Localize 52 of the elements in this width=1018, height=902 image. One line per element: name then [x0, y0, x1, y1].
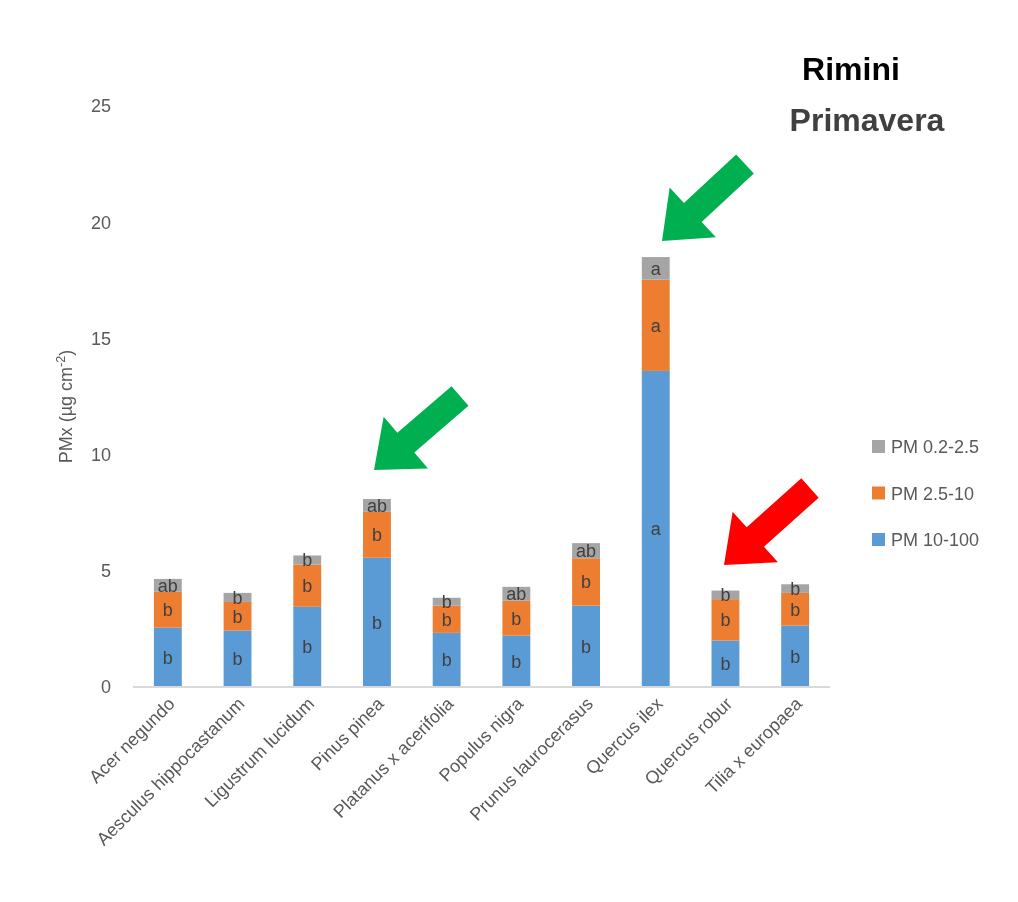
data-label: b	[371, 525, 382, 546]
data-label: b	[302, 637, 313, 658]
bar	[363, 511, 391, 558]
bar	[153, 627, 182, 687]
data-label: b	[162, 600, 173, 621]
data-label: b	[720, 654, 731, 675]
bar	[641, 257, 670, 280]
data-label: ab	[506, 584, 527, 605]
data-label: a	[650, 258, 662, 279]
data-label: b	[371, 612, 382, 633]
data-label: ab	[576, 541, 597, 561]
data-label: a	[650, 519, 662, 540]
data-label: ab	[157, 575, 178, 596]
data-label: b	[232, 606, 243, 627]
data-label: b	[581, 572, 592, 593]
legend-label: PM 10-100	[891, 530, 980, 551]
bar	[502, 635, 531, 687]
y-tick-label: 0	[100, 677, 111, 698]
chart-title: Rimini	[802, 51, 900, 87]
chart-subtitle: Primavera	[789, 102, 945, 138]
bar	[711, 599, 740, 641]
bar	[432, 632, 461, 687]
data-label: b	[790, 646, 801, 667]
data-label: b	[232, 649, 243, 670]
y-tick-label: 20	[90, 212, 111, 233]
bar	[153, 591, 182, 628]
bar	[781, 625, 810, 687]
data-label: b	[511, 651, 522, 672]
y-tick-label: 25	[90, 96, 111, 117]
bar	[502, 600, 531, 636]
data-label: b	[441, 609, 452, 630]
bar	[641, 279, 670, 371]
bar	[293, 564, 322, 607]
y-tick-label: 15	[90, 328, 111, 349]
legend-label: PM 2.5-10	[891, 483, 975, 504]
legend-label: PM 0.2-2.5	[891, 437, 980, 458]
data-label: b	[790, 599, 801, 620]
bar	[293, 606, 322, 687]
bar	[572, 605, 600, 687]
bar	[641, 370, 670, 687]
bar	[572, 558, 600, 606]
data-label: b	[720, 610, 731, 631]
data-label: b	[581, 636, 592, 657]
data-label: b	[511, 608, 522, 629]
data-label: b	[162, 647, 173, 668]
data-label: ab	[366, 495, 387, 516]
data-label: b	[441, 650, 452, 671]
bar	[363, 557, 391, 687]
data-label: b	[302, 575, 313, 596]
y-tick-label: 5	[100, 561, 111, 582]
y-tick-label: 10	[90, 444, 111, 465]
data-label: a	[650, 315, 662, 336]
